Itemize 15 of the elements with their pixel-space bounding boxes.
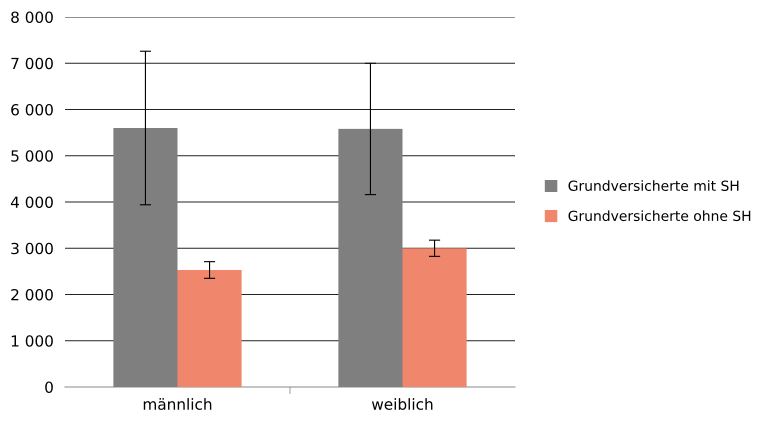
y-tick-label: 0	[45, 381, 53, 394]
y-tick-label: 2 000	[11, 288, 53, 301]
y-tick-label: 8 000	[11, 11, 53, 24]
legend-label: Grundversicherte mit SH	[568, 180, 738, 191]
legend-label: Grundversicherte ohne SH	[568, 210, 750, 222]
y-tick-label: 4 000	[10, 196, 53, 208]
x-tick-label: weiblich	[372, 398, 432, 410]
y-tick-label: 6 000	[11, 104, 53, 116]
y-tick-label: 7 000	[11, 58, 53, 70]
y-tick-label: 3 000	[11, 242, 53, 254]
x-tick-label: männlich	[144, 398, 212, 410]
bar	[402, 248, 467, 387]
bar	[178, 270, 242, 387]
y-tick-label: 1 000	[12, 335, 53, 347]
y-tick-label: 5 000	[11, 150, 53, 162]
